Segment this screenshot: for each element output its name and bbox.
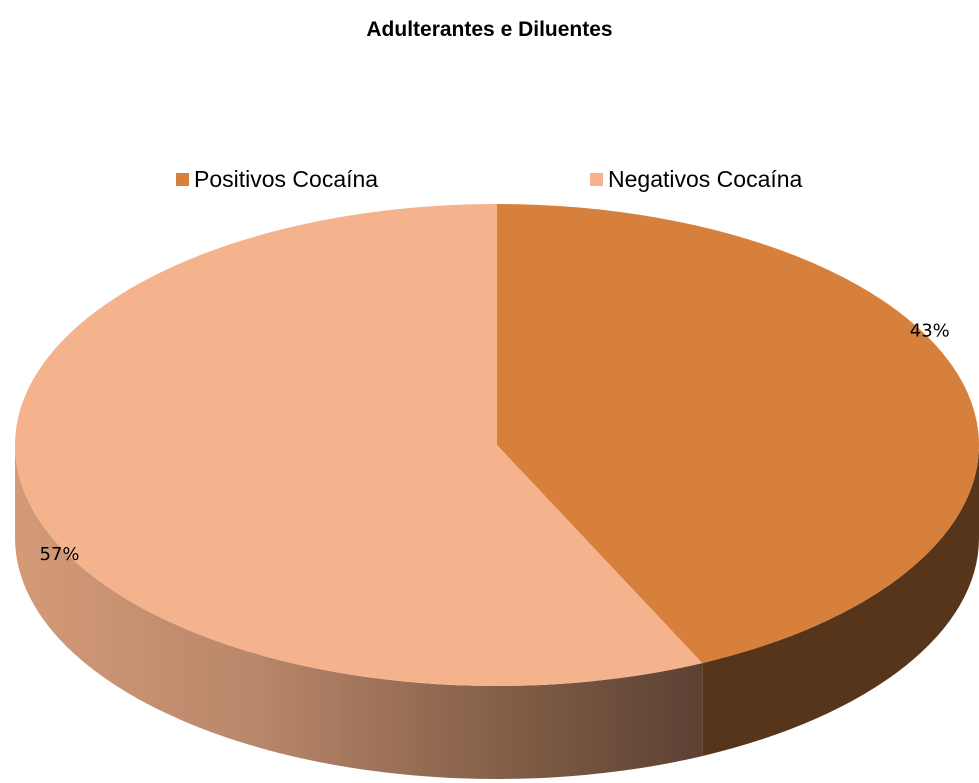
- pie-side-positivos: [702, 445, 979, 757]
- legend-label-positivos: Positivos Cocaína: [194, 165, 379, 192]
- legend-swatch-positivos: [176, 172, 189, 186]
- pie-slice-positivos[interactable]: [497, 204, 979, 664]
- pie-slice-negativos[interactable]: [15, 204, 703, 686]
- legend-item-negativos[interactable]: Negativos Cocaína: [590, 164, 802, 194]
- pie-side-negativos: [15, 445, 703, 779]
- chart-legend: Positivos Cocaína Negativos Cocaína: [0, 164, 979, 194]
- data-label-negativos: 57%: [40, 544, 80, 565]
- chart-title: Adulterantes e Diluentes: [366, 18, 613, 41]
- legend-swatch-negativos: [590, 172, 603, 186]
- legend-item-positivos[interactable]: Positivos Cocaína: [176, 164, 378, 194]
- legend-label-negativos: Negativos Cocaína: [608, 165, 803, 192]
- data-label-positivos: 43%: [910, 321, 950, 342]
